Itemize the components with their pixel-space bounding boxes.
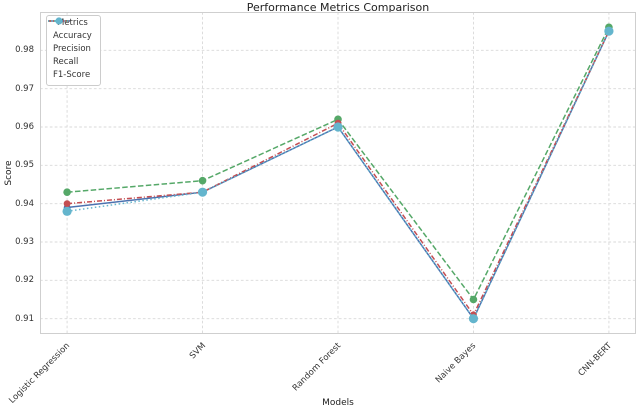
data-point-marker-recall bbox=[63, 200, 71, 208]
x-axis-label: Models bbox=[322, 398, 354, 408]
y-axis-tick-label: 0.91 bbox=[15, 313, 34, 324]
legend-item-label: Recall bbox=[53, 56, 79, 67]
x-axis-tick-label: SVM bbox=[187, 341, 208, 362]
data-point-marker-f1-score bbox=[333, 122, 343, 132]
plot-border bbox=[40, 12, 636, 334]
x-axis-tick-label: Naive Bayes bbox=[434, 341, 479, 386]
y-axis-tick-label: 0.93 bbox=[15, 237, 34, 247]
legend-item: Accuracy bbox=[48, 17, 92, 42]
legend-item-label: Precision bbox=[53, 43, 91, 54]
data-point-marker-f1-score bbox=[468, 314, 479, 324]
data-point-marker-f1-score bbox=[604, 26, 614, 36]
y-axis-tick-label: 0.96 bbox=[15, 122, 34, 132]
y-axis-tick-label: 0.98 bbox=[15, 45, 34, 56]
legend-item-label: F1-Score bbox=[53, 69, 91, 80]
plot-area: Metrics Accuracy Precision Recall F1-Score bbox=[40, 12, 636, 334]
data-point-marker-precision bbox=[198, 176, 207, 185]
legend: Metrics Accuracy Precision Recall F1-Score bbox=[46, 15, 101, 86]
legend-item: F1-Score bbox=[48, 17, 92, 81]
y-axis-tick-label: 0.95 bbox=[15, 160, 34, 171]
y-axis-tick-label: 0.97 bbox=[15, 83, 34, 94]
legend-marker-sample bbox=[55, 17, 63, 25]
y-axis-tick-label: 0.94 bbox=[15, 198, 34, 209]
legend-swatch bbox=[48, 17, 70, 25]
legend-item-label: Accuracy bbox=[53, 30, 92, 41]
x-axis-tick-label: CNN-BERT bbox=[576, 341, 614, 379]
chart-title: Performance Metrics Comparison bbox=[246, 1, 430, 14]
plot-svg bbox=[40, 12, 636, 334]
x-axis-tick-label: Logistic Regression bbox=[7, 341, 73, 406]
data-point-marker-precision bbox=[63, 188, 71, 196]
legend-title: Metrics bbox=[56, 18, 88, 28]
data-point-marker-precision bbox=[469, 295, 478, 304]
data-point-marker-f1-score bbox=[62, 206, 72, 216]
y-axis-label: Score bbox=[4, 160, 14, 186]
legend-item: Precision bbox=[48, 17, 92, 55]
data-point-marker-f1-score bbox=[197, 187, 208, 197]
legend-item: Recall bbox=[48, 17, 92, 68]
legend-items: Accuracy Precision Recall F1-Score bbox=[48, 17, 92, 81]
y-axis-tick-label: 0.92 bbox=[15, 275, 34, 286]
